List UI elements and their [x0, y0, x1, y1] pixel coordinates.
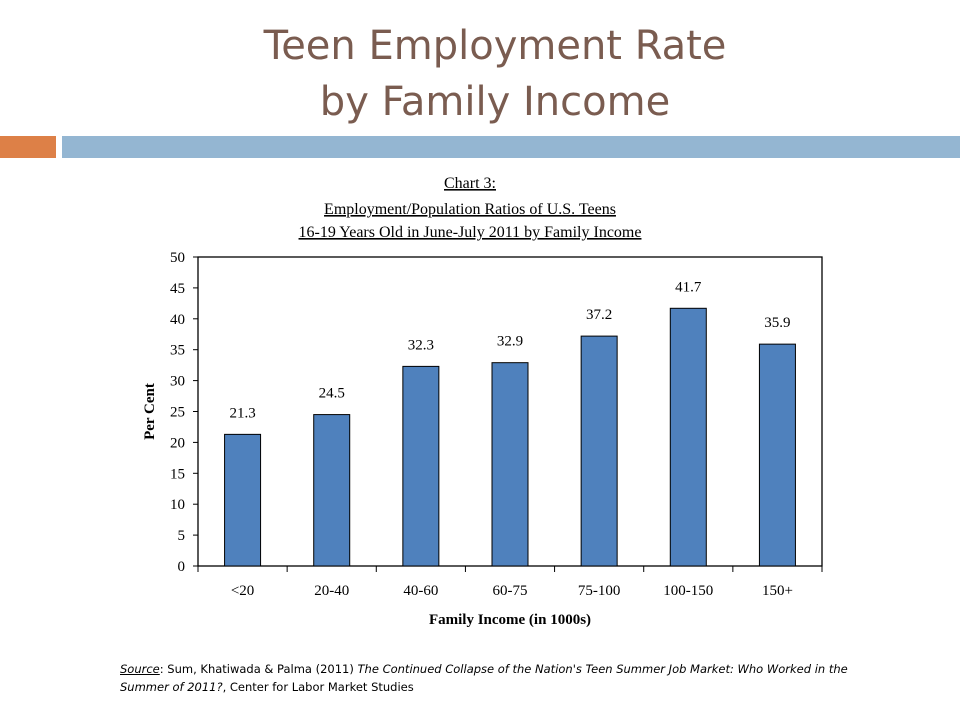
x-tick-label: 40-60 [403, 583, 438, 599]
bar-20-40 [313, 414, 351, 567]
y-axis-label: Per Cent [142, 383, 158, 440]
data-label: 21.3 [229, 405, 255, 421]
x-axis-label: Family Income (in 1000s) [429, 612, 591, 628]
x-tick-label: 60-75 [493, 583, 528, 599]
bar-150- [758, 343, 796, 567]
bar--20 [224, 433, 262, 567]
y-tick-label: 50 [170, 250, 185, 266]
bar-60-75 [491, 362, 529, 567]
source-label: Source [120, 662, 160, 676]
accent-bar-orange [0, 136, 56, 158]
x-tick-label: 75-100 [578, 583, 621, 599]
bar-40-60 [402, 365, 440, 567]
x-tick-label: 150+ [762, 583, 793, 599]
x-tick-label: <20 [231, 583, 254, 599]
data-label: 24.5 [319, 386, 345, 402]
chart-title-line-1: Chart 3: [444, 175, 496, 192]
data-label: 35.9 [764, 315, 790, 331]
source-work-title: The Continued Collapse of the Nation's T… [120, 662, 848, 694]
x-tick-label: 20-40 [314, 583, 349, 599]
data-label: 41.7 [675, 279, 702, 295]
data-label: 37.2 [586, 307, 612, 323]
y-tick-label: 40 [170, 312, 185, 328]
data-label: 32.3 [408, 337, 434, 353]
x-tick-label: 100-150 [663, 583, 713, 599]
y-tick-label: 45 [170, 281, 185, 297]
y-tick-label: 25 [170, 405, 185, 421]
source-citation: Source: Sum, Khatiwada & Palma (2011) Th… [120, 660, 900, 696]
y-tick-label: 10 [170, 497, 185, 513]
slide-title: Teen Employment Rate by Family Income [0, 18, 960, 130]
accent-bar-blue [62, 136, 960, 158]
slide-title-line-2: by Family Income [319, 79, 671, 125]
chart-title-line-2: Employment/Population Ratios of U.S. Tee… [324, 201, 616, 218]
chart-title-line-3: 16-19 Years Old in June-July 2011 by Fam… [299, 224, 642, 241]
y-tick-label: 0 [178, 559, 186, 575]
y-tick-label: 5 [178, 528, 186, 544]
y-tick-label: 35 [170, 343, 185, 359]
data-label: 32.9 [497, 334, 523, 350]
source-authors: : Sum, Khatiwada & Palma (2011) [159, 662, 358, 676]
source-publisher: , Center for Labor Market Studies [222, 680, 414, 694]
y-tick-label: 15 [170, 466, 185, 482]
slide-title-line-1: Teen Employment Rate [263, 23, 727, 69]
bar-100-150 [669, 307, 707, 567]
y-tick-label: 20 [170, 435, 185, 451]
y-tick-label: 30 [170, 374, 185, 390]
bar-75-100 [580, 335, 618, 567]
